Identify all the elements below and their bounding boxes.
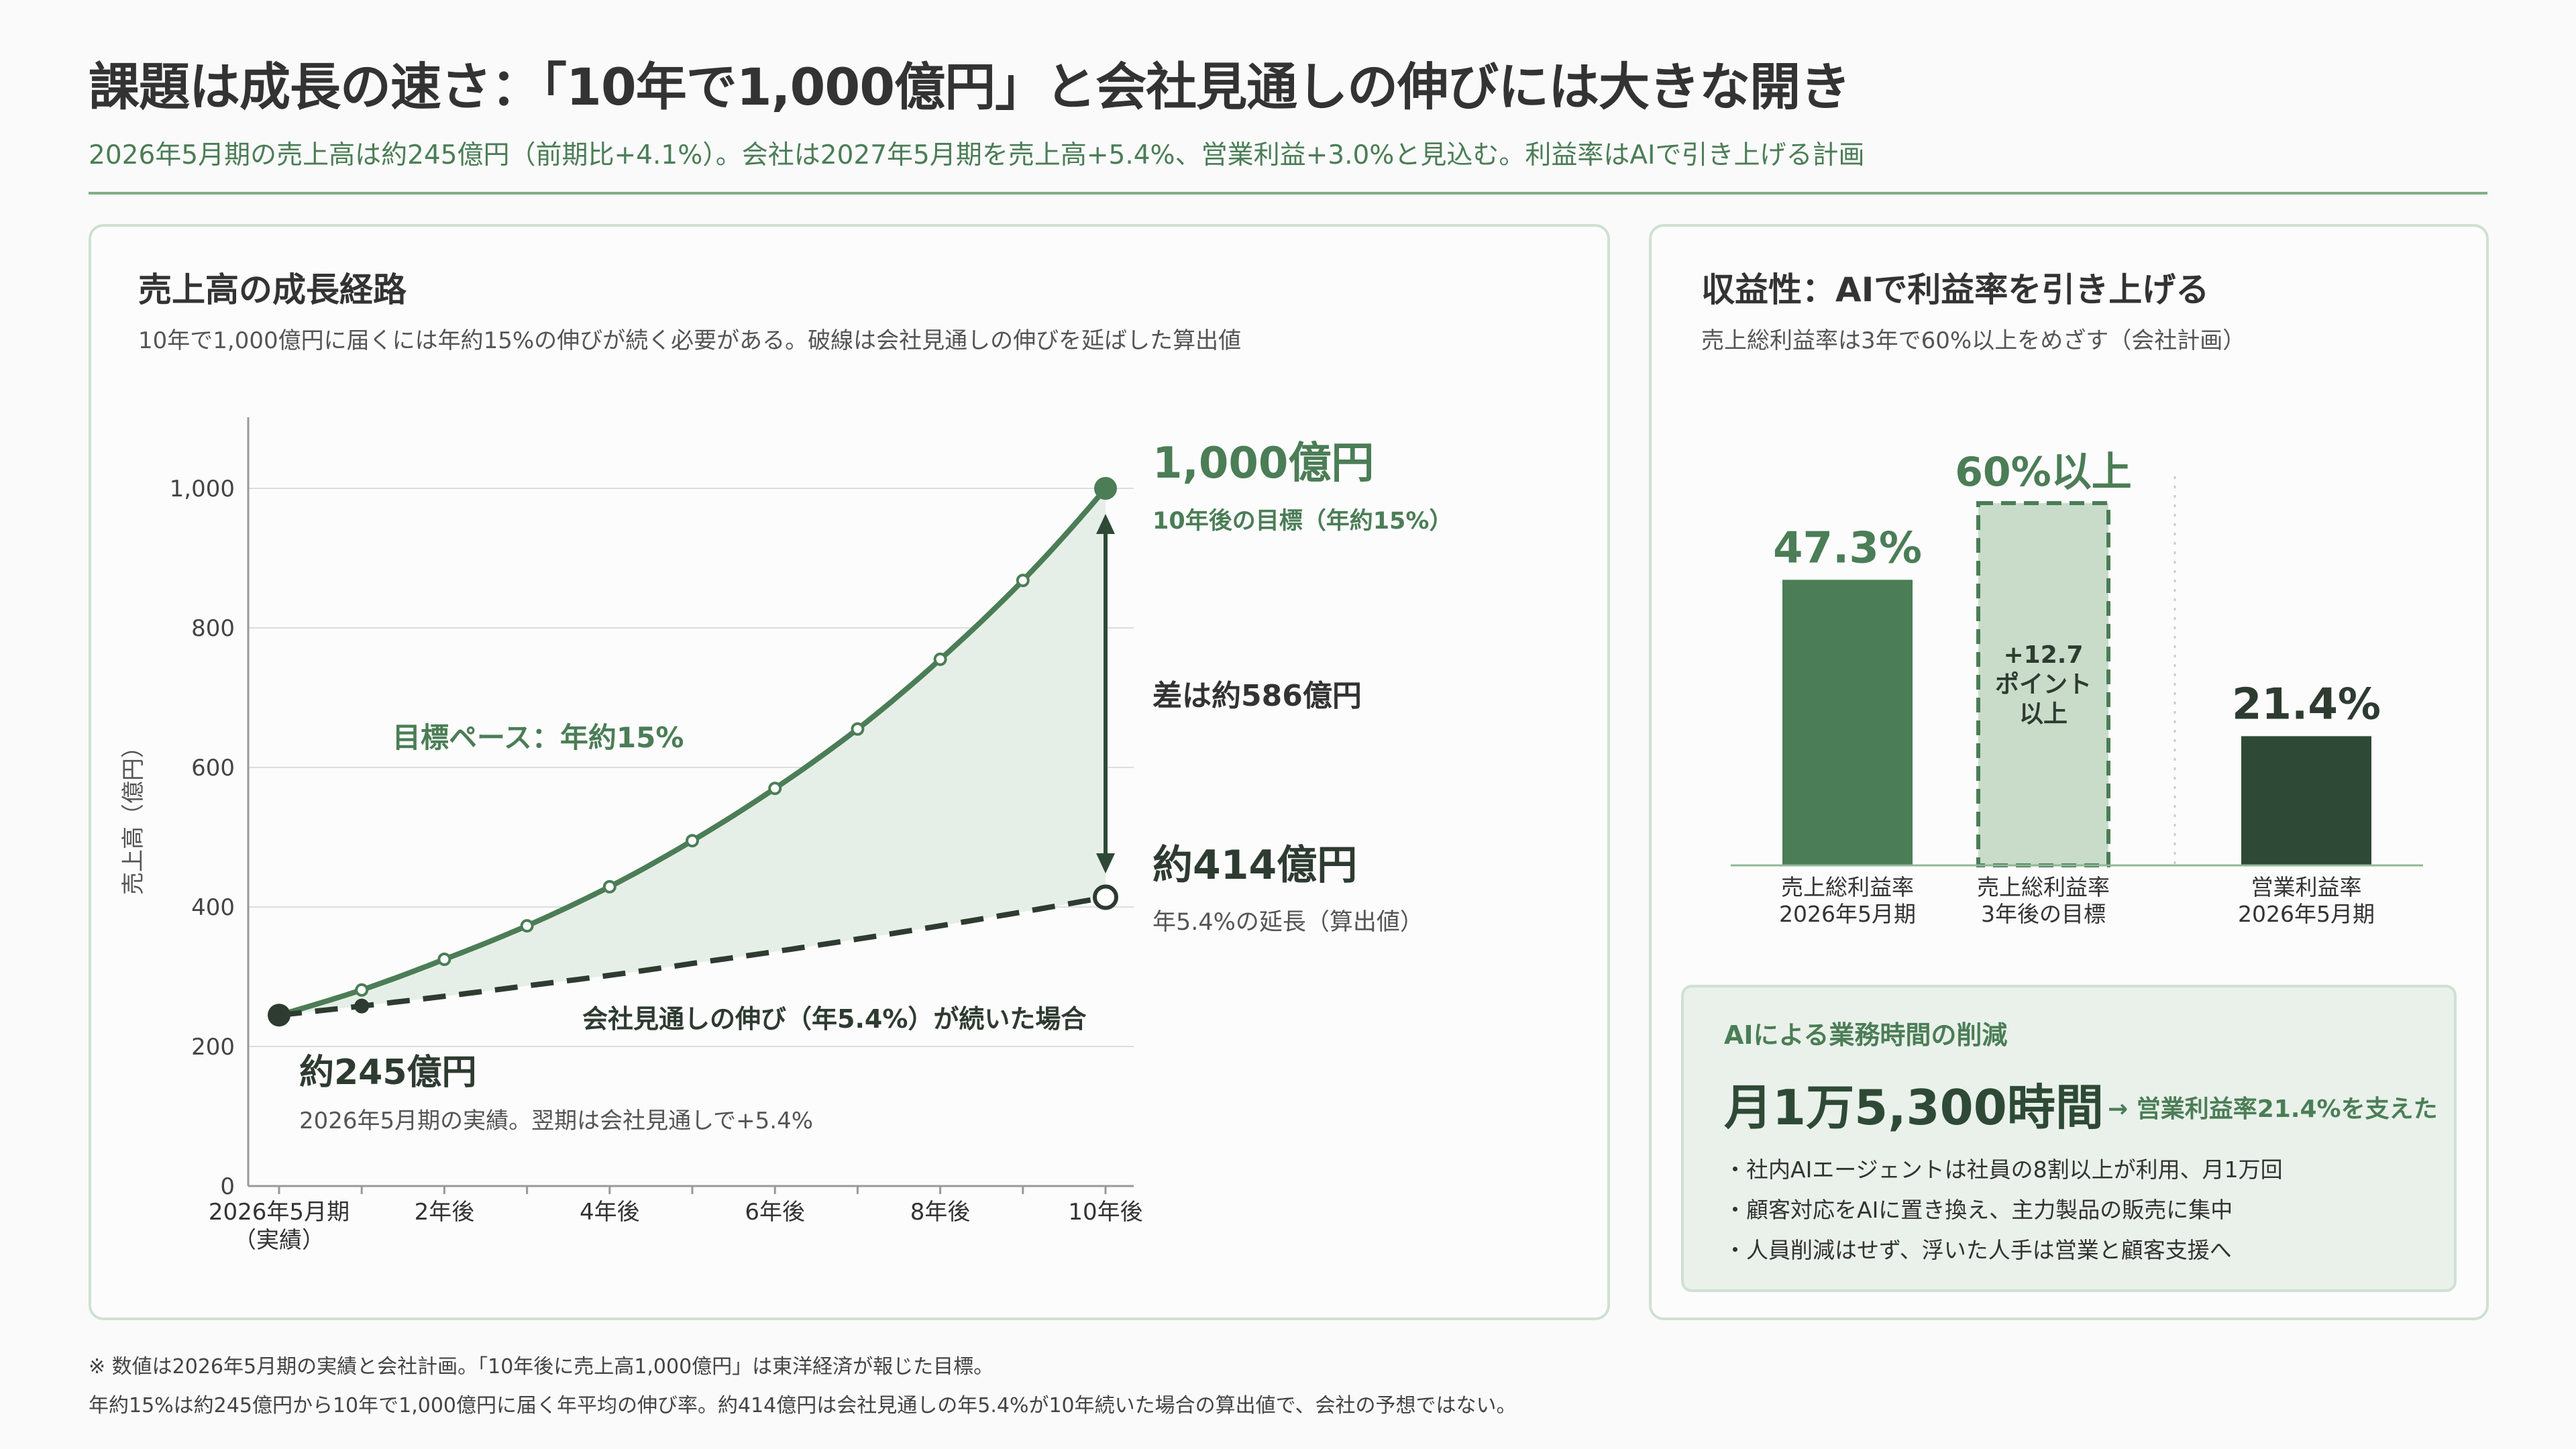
target-increase-note: 以上	[2019, 700, 2068, 728]
y-tick-label: 400	[191, 894, 235, 921]
profit-panel-title: 収益性：AIで利益率を引き上げる	[1701, 270, 2210, 309]
footnote-2: 年約15%は約245億円から10年で1,000億円に届く年平均の伸び率。約414…	[89, 1394, 1517, 1417]
bar-category-label: 3年後の目標	[1981, 901, 2106, 927]
projection-note-label: 年5.4%の延長（算出値）	[1152, 909, 1424, 936]
projection-end-point	[1093, 884, 1118, 910]
profit-panel-subtitle: 売上総利益率は3年で60%以上をめざす（会社計画）	[1701, 327, 2246, 354]
start-note-label: 2026年5月期の実績。翌期は会社見通しで+5.4%	[299, 1108, 813, 1134]
target-increase-note: +12.7	[2004, 641, 2084, 669]
target-point	[686, 834, 699, 848]
page-subtitle: 2026年5月期の売上高は約245億円（前期比+4.1%）。会社は2027年5月…	[89, 140, 1865, 170]
gap-area	[279, 488, 1106, 1016]
gap-label: 差は約586億円	[1152, 679, 1362, 713]
target-series-label: 目標ペース：年約15%	[392, 721, 684, 754]
y-tick-label: 0	[220, 1173, 235, 1200]
start-point	[268, 1004, 290, 1027]
bar-category-label: 2026年5月期	[1779, 901, 1916, 927]
projection-series-label: 会社見通しの伸び（年5.4%）が続いた場合	[582, 1004, 1086, 1034]
bar-category-label: 2026年5月期	[2238, 901, 2375, 927]
margin-bar	[1782, 580, 1913, 865]
x-tick-label: 4年後	[580, 1199, 640, 1226]
target-point	[602, 879, 616, 894]
ai-bullet-list: ・社内AIエージェントは社員の8割以上が利用、月1万回 ・顧客対応をAIに置き換…	[1724, 1150, 2283, 1271]
target-point	[933, 652, 947, 666]
bar-value-label: 47.3%	[1773, 523, 1922, 573]
y-tick-label: 200	[191, 1034, 235, 1061]
target-point	[437, 953, 451, 966]
x-tick-sublabel: （実績）	[233, 1227, 325, 1254]
projection-series-line	[278, 894, 1106, 1018]
ai-margin-note: → 営業利益率21.4%を支えた	[2108, 1095, 2438, 1123]
target-point	[768, 782, 782, 796]
gap-arrow	[1096, 514, 1115, 873]
target-increase-note: ポイント	[1995, 670, 2092, 698]
bar-category-label: 売上総利益率	[1977, 874, 2110, 900]
ai-hours-value: 月1万5,300時間	[1724, 1079, 2104, 1136]
ai-box-title: AIによる業務時間の削減	[1724, 1020, 2008, 1050]
x-tick-label: 8年後	[910, 1199, 971, 1226]
target-point	[851, 722, 865, 736]
y-axis-title: 売上高（億円）	[120, 735, 147, 895]
footnote-1: ※ 数値は2026年5月期の実績と会社計画。「10年後に売上高1,000億円」は…	[89, 1355, 994, 1379]
y-tick-label: 800	[191, 615, 235, 642]
target-point	[520, 919, 534, 933]
margin-bar	[1976, 501, 2110, 867]
x-tick-label: 2年後	[415, 1199, 475, 1226]
bar-value-label: 21.4%	[2232, 680, 2381, 729]
page-title: 課題は成長の速さ：「10年で1,000億円」と会社見通しの伸びには大きな開き	[89, 57, 1851, 117]
target-point	[1016, 574, 1030, 588]
projection-value-label: 約414億円	[1152, 842, 1357, 889]
y-tick-label: 1,000	[170, 476, 235, 502]
revenue-panel-subtitle: 10年で1,000億円に届くには年約15%の伸びが続く必要がある。破線は会社見通…	[138, 327, 1242, 354]
y-tick-label: 600	[191, 755, 235, 782]
list-item: ・顧客対応をAIに置き換え、主力製品の販売に集中	[1724, 1197, 2233, 1223]
bar-category-label: 売上総利益率	[1781, 874, 1914, 900]
projection-point	[354, 998, 370, 1014]
start-value-label: 約245億円	[299, 1053, 477, 1093]
target-note-label: 10年後の目標（年約15%）	[1152, 508, 1452, 535]
margin-bar	[2241, 736, 2371, 865]
list-item: ・社内AIエージェントは社員の8割以上が利用、月1万回	[1724, 1157, 2283, 1183]
header-divider	[89, 192, 2487, 195]
target-end-point	[1094, 477, 1117, 500]
bar-category-label: 営業利益率	[2251, 874, 2362, 900]
x-tick-label: 6年後	[745, 1199, 805, 1226]
ai-time-saving-box: AIによる業務時間の削減 月1万5,300時間 → 営業利益率21.4%を支えた…	[1681, 985, 2457, 1292]
target-point	[355, 983, 369, 997]
target-value-label: 1,000億円	[1152, 439, 1374, 488]
x-tick-label: 10年後	[1068, 1199, 1142, 1226]
revenue-panel-title: 売上高の成長経路	[138, 270, 407, 309]
x-tick-label: 2026年5月期	[209, 1199, 350, 1226]
bar-value-label: 60%以上	[1955, 449, 2132, 496]
list-item: ・人員削減はせず、浮いた人手は営業と顧客支援へ	[1724, 1237, 2232, 1263]
